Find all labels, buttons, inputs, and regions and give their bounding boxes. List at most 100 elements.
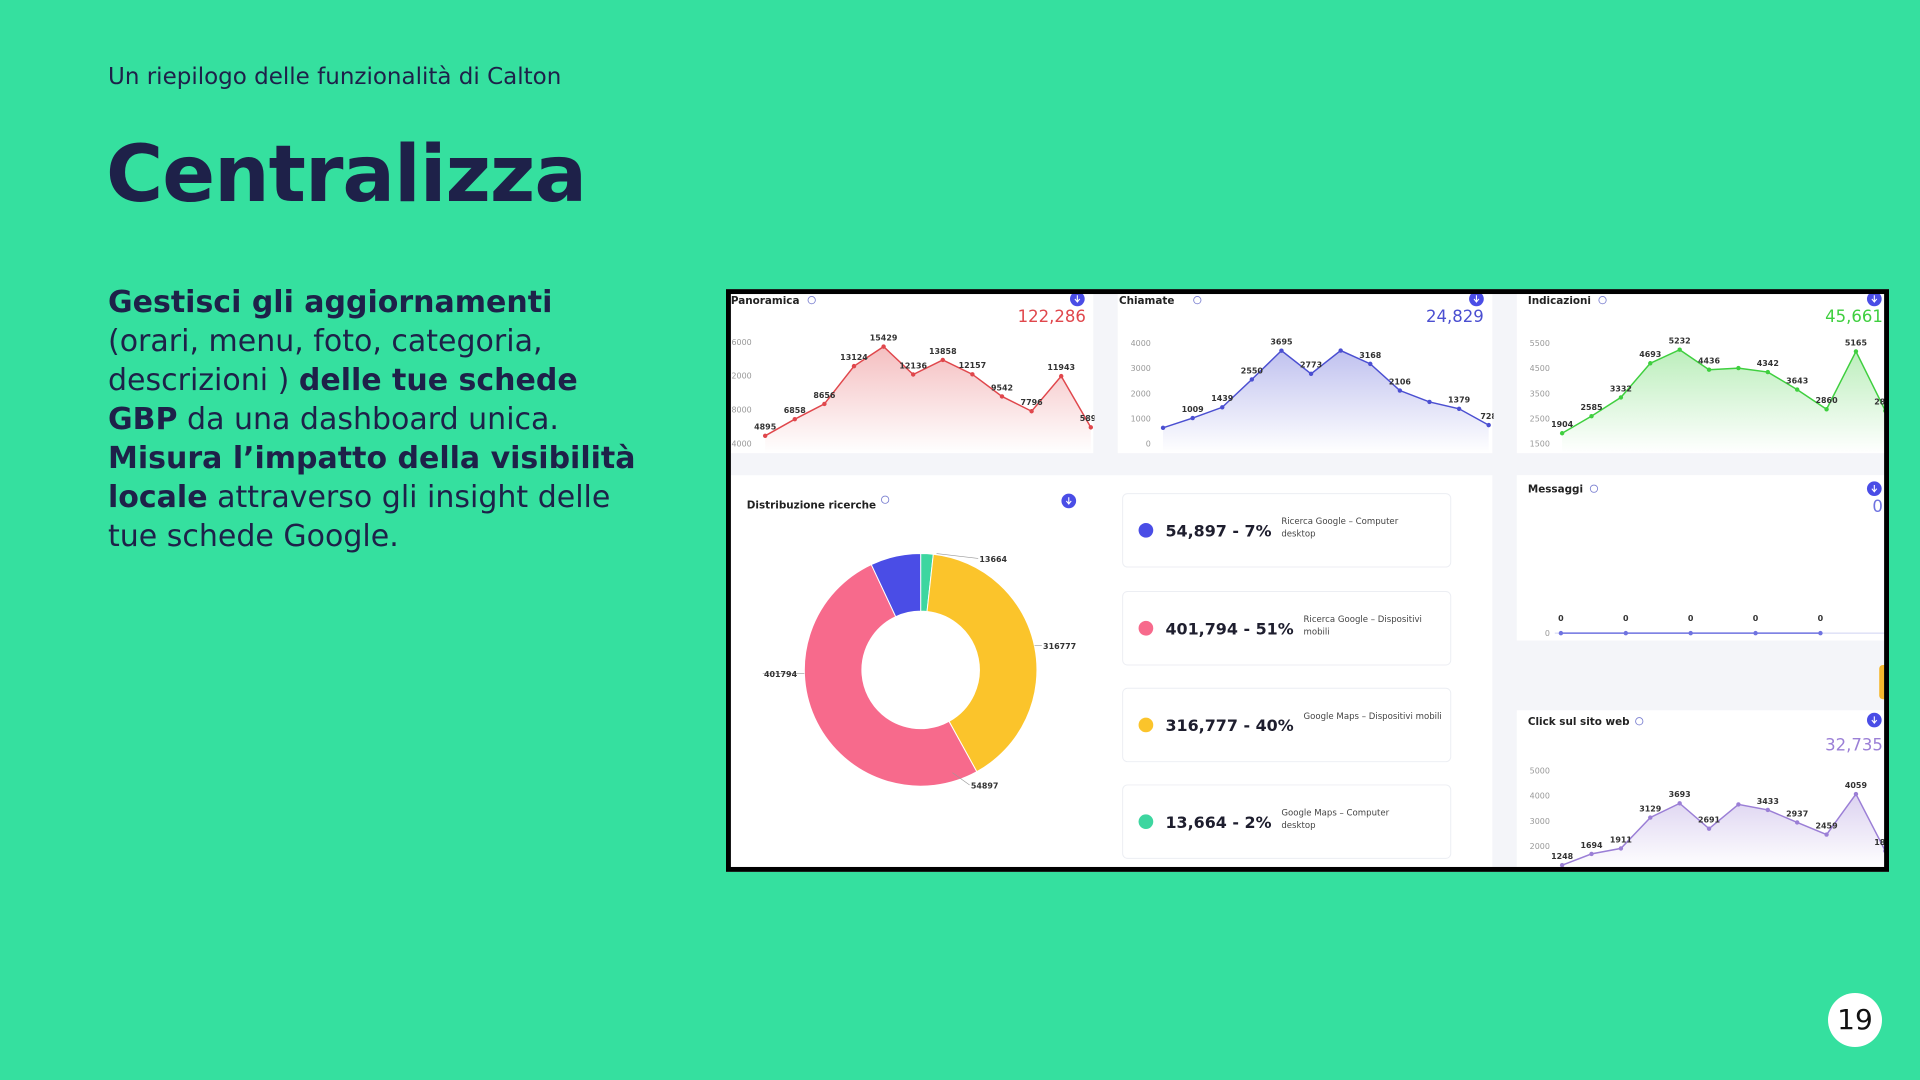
data-point [1794, 387, 1800, 392]
data-point [1688, 630, 1693, 636]
info-icon [1589, 484, 1599, 493]
legend-desc: Ricerca Google – Computer desktop [1281, 516, 1399, 539]
y-tick-label: 2000 [1530, 842, 1550, 851]
area [765, 346, 1091, 454]
data-point [792, 416, 797, 422]
data-point [1368, 361, 1373, 367]
dashboard-screenshot: Panoramica 122,286 4000 8000 12000 16000 4895 6… [726, 289, 1889, 872]
data-point [1765, 369, 1771, 375]
panel-title: Panoramica [731, 295, 800, 307]
legend-desc: Google Maps – Dispositivi mobili [1303, 711, 1442, 722]
y-tick-label: 4000 [1530, 792, 1550, 801]
data-label: 4693 [1639, 350, 1661, 359]
y-tick-label: 4500 [1530, 364, 1550, 373]
panel-title: Messaggi [1528, 483, 1583, 495]
legend-desc-box: Google Maps – Dispositivi mobili [1303, 711, 1442, 722]
text: da una dashboard unica. [177, 402, 559, 437]
info-icon [807, 296, 816, 305]
data-label: 0 [1623, 614, 1629, 623]
data-label: 12157 [959, 361, 987, 370]
data-point [1824, 407, 1829, 412]
data-point [1765, 807, 1771, 813]
data-point [1160, 425, 1166, 431]
data-point [1220, 405, 1225, 410]
legend-value: 316,777 - 40% [1165, 716, 1293, 735]
legend-card [1122, 687, 1452, 763]
legend-desc: Google Maps – Computer desktop [1281, 808, 1390, 831]
data-label: 3693 [1669, 790, 1691, 799]
download-arrow [1871, 295, 1878, 303]
data-point [1059, 373, 1064, 379]
data-point [1486, 422, 1491, 428]
data-label: 0 [1688, 614, 1694, 623]
title: Centralizza [106, 130, 587, 220]
data-point [1736, 365, 1741, 371]
data-point [1559, 862, 1565, 868]
panel-title: Indicazioni [1528, 295, 1591, 307]
download-arrow [1871, 716, 1878, 725]
legend-value: 54,897 - 7% [1165, 521, 1271, 540]
y-tick-label: 16000 [726, 338, 751, 347]
data-label: 1904 [1551, 420, 1574, 429]
data-label: 1439 [1211, 394, 1234, 403]
data-point [1853, 349, 1859, 354]
legend-desc-box: Ricerca Google – Computer desktop [1281, 516, 1399, 539]
data-label: 2106 [1389, 377, 1412, 386]
area [1562, 349, 1886, 454]
legend-value: 13,664 - 2% [1165, 813, 1271, 832]
data-label: 0 [1753, 614, 1759, 623]
data-point [1648, 815, 1653, 820]
data-label: 2937 [1786, 809, 1808, 818]
leader-line [936, 553, 979, 559]
y-tick-label: 0 [1146, 439, 1151, 448]
panel-title: Distribuzione ricerche [747, 499, 876, 511]
donut-segment [803, 563, 978, 787]
data-point [1736, 802, 1741, 807]
download-arrow [1065, 497, 1072, 505]
data-label: 1810 [1874, 838, 1889, 847]
paragraph: Gestisci gli aggiornamenti (orari, menu,… [108, 283, 648, 439]
data-point [1818, 630, 1823, 636]
data-label: 5892 [1080, 414, 1102, 423]
panel-total: 45,661 [1825, 307, 1883, 326]
line-chart: Chiamate 24,829 0 1000 2000 3000 4000 1009 1439 2… [1119, 295, 1494, 454]
legend-desc-box: Google Maps – Computer desktop [1281, 808, 1390, 831]
data-point [910, 372, 916, 377]
y-tick-label: 2500 [1530, 414, 1550, 423]
data-point [1794, 820, 1800, 825]
data-point [1618, 846, 1624, 851]
y-tick-label: 3000 [1131, 364, 1151, 373]
legend-dot [1138, 814, 1154, 830]
data-point [970, 372, 975, 377]
data-point [999, 394, 1005, 399]
line-chart: Panoramica 122,286 4000 8000 12000 16000 4895 6… [726, 295, 1102, 454]
data-point [1029, 409, 1034, 414]
data-point [1589, 413, 1594, 419]
data-label: 12136 [899, 361, 927, 370]
data-label: 0 [1818, 614, 1824, 623]
data-point [1279, 348, 1284, 353]
bold-text: Misura l’impatto della visibilità locale [108, 441, 636, 515]
data-point [1706, 367, 1712, 372]
data-point [1308, 371, 1314, 376]
data-label: 2550 [1241, 366, 1264, 375]
donut-label: 54897 [971, 782, 999, 791]
data-label: 3643 [1786, 376, 1808, 385]
data-label: 2585 [1580, 403, 1602, 412]
panel-total: 24,829 [1426, 307, 1484, 326]
data-label: 3168 [1359, 351, 1382, 360]
data-point [1753, 630, 1758, 636]
data-label: 2691 [1698, 816, 1720, 825]
y-tick-label: 12000 [726, 372, 751, 381]
data-point [1677, 347, 1682, 352]
y-tick-label: 1500 [1530, 439, 1550, 448]
data-point [1190, 415, 1195, 421]
data-label: 3332 [1610, 384, 1632, 393]
y-tick-label: 3500 [1530, 389, 1550, 398]
data-label: 13124 [840, 353, 868, 362]
data-label: 5232 [1669, 337, 1691, 346]
data-point [1249, 377, 1255, 382]
data-point [1589, 851, 1594, 857]
line-chart: Click sul sito web 32,735 2000 3000 4000 5000… [1528, 716, 1889, 870]
